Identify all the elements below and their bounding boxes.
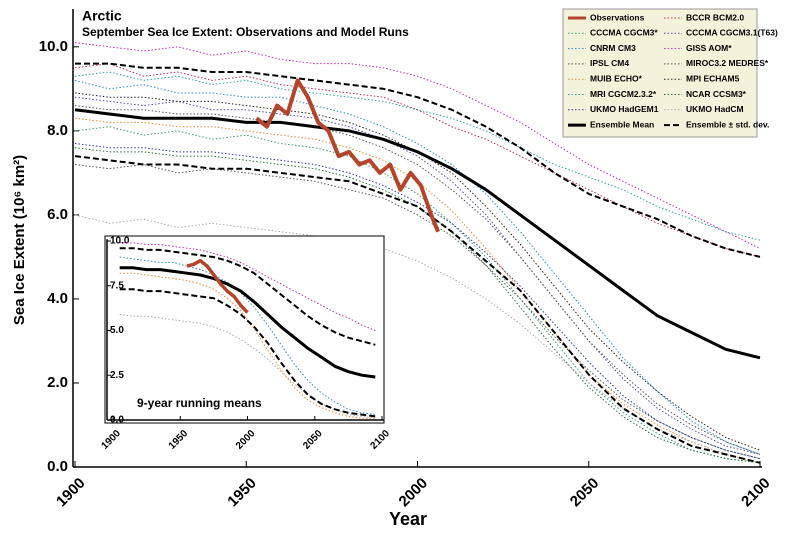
x-tick-label: 2000 [234, 428, 258, 452]
legend-box [562, 8, 758, 138]
y-tick-label: 0.0 [110, 415, 124, 426]
series-line [74, 117, 761, 464]
series-line [255, 78, 440, 233]
series-line [74, 79, 761, 455]
legend-label: MRI CGCM2.3.2* [590, 89, 657, 99]
y-tick-label: 2.0 [47, 374, 68, 391]
y-tick-label: 8.0 [47, 122, 68, 139]
x-tick-label: 2100 [738, 475, 774, 511]
legend: Observations BCCR BCM2.0 CCCMA CGCM3* CCCMA… [562, 8, 778, 138]
legend-label: MPI ECHAM5 [686, 73, 740, 83]
legend-label: GISS AOM* [686, 43, 732, 53]
x-tick-label: 1900 [99, 428, 123, 452]
series-line [119, 247, 376, 346]
y-tick-label: 7.5 [110, 280, 124, 291]
y-tick-label: 2.5 [110, 370, 124, 381]
x-tick-label: 2100 [368, 428, 392, 452]
legend-label: UKMO HadCM [686, 104, 744, 114]
series-line [119, 242, 376, 331]
legend-label: CCCMA CGCM3* [590, 28, 658, 38]
legend-label: Ensemble Mean [590, 119, 654, 129]
series-line [74, 71, 761, 241]
x-tick-label: 2050 [301, 428, 325, 452]
legend-label: Observations [590, 12, 645, 22]
series-line [74, 147, 761, 464]
x-tick-label: 1950 [167, 428, 191, 452]
inset-frame [104, 235, 385, 424]
series-line [119, 288, 376, 418]
legend-label: NCAR CCSM3* [686, 89, 747, 99]
series-line [75, 62, 761, 258]
legend-label: BCCR BCM2.0 [686, 12, 744, 22]
series-line [186, 258, 249, 314]
series-line [74, 42, 761, 249]
series-line [74, 96, 761, 455]
x-tick-label: 1900 [53, 475, 89, 511]
y-tick-label: 10.0 [110, 236, 130, 247]
inset-title: 9-year running means [137, 396, 262, 410]
x-tick-label: 2000 [396, 475, 432, 511]
x-tick-label: 2050 [567, 475, 603, 511]
legend-label: IPSL CM4 [590, 58, 629, 68]
series-line [74, 214, 761, 464]
legend-label: CCCMA CGCM3.1(T63) [686, 28, 778, 38]
y-tick-label: 4.0 [47, 290, 68, 307]
legend-label: CNRM CM3 [590, 43, 636, 53]
series-line [119, 313, 376, 419]
legend-label: Ensemble ± std. dev. [686, 119, 769, 129]
y-tick-label: 10.0 [39, 38, 68, 55]
series-line [74, 108, 761, 360]
x-tick-label: 1950 [224, 475, 260, 511]
series-line [74, 143, 761, 460]
series-line [119, 272, 376, 419]
legend-label: MIROC3.2 MEDRES* [686, 58, 769, 68]
series-line [119, 256, 376, 416]
x-axis-label: Year [389, 509, 427, 529]
series-line [119, 266, 376, 379]
y-axis-label: Sea Ice Extent (10⁶ km²) [11, 155, 28, 325]
series-line [74, 126, 761, 464]
plot-area: 0.0 2.5 5.0 7.5 10.0 1900 1950 2000 2050 2100 [99, 236, 392, 452]
series-line [74, 63, 761, 258]
y-tick-label: 6.0 [47, 206, 68, 223]
legend-label: MUIB ECHO* [590, 73, 643, 83]
legend-label: UKMO HadGEM1 [590, 104, 659, 114]
chart-subtitle: September Sea Ice Extent: Observations a… [82, 25, 409, 39]
y-tick-label: 0.0 [47, 458, 68, 475]
chart-title: Arctic [82, 8, 122, 24]
y-tick-label: 5.0 [110, 325, 124, 336]
series-line [74, 105, 761, 455]
series-line [74, 164, 761, 460]
